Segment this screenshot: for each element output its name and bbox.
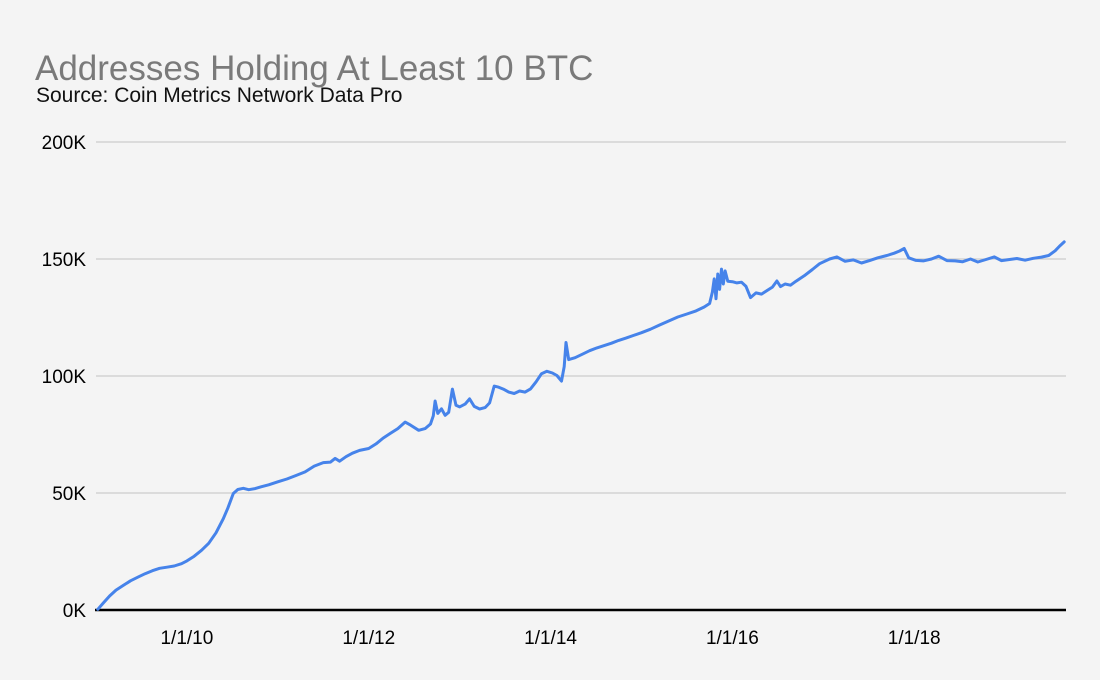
y-axis-tick-label: 0K xyxy=(63,601,87,622)
x-axis-tick-label: 1/1/12 xyxy=(342,628,395,649)
y-axis-tick-label: 200K xyxy=(42,133,87,154)
y-axis-tick-label: 50K xyxy=(52,484,86,505)
x-axis-tick-label: 1/1/10 xyxy=(160,628,213,649)
y-axis-tick-label: 150K xyxy=(42,250,87,271)
y-axis-tick-label: 100K xyxy=(42,367,87,388)
x-axis-tick-label: 1/1/16 xyxy=(706,628,759,649)
chart-subtitle: Source: Coin Metrics Network Data Pro xyxy=(36,84,403,107)
data-series-line xyxy=(96,240,1066,611)
chart-title: Addresses Holding At Least 10 BTC xyxy=(35,49,594,89)
x-axis-tick-label: 1/1/18 xyxy=(888,628,941,649)
x-axis-tick-label: 1/1/14 xyxy=(524,628,577,649)
